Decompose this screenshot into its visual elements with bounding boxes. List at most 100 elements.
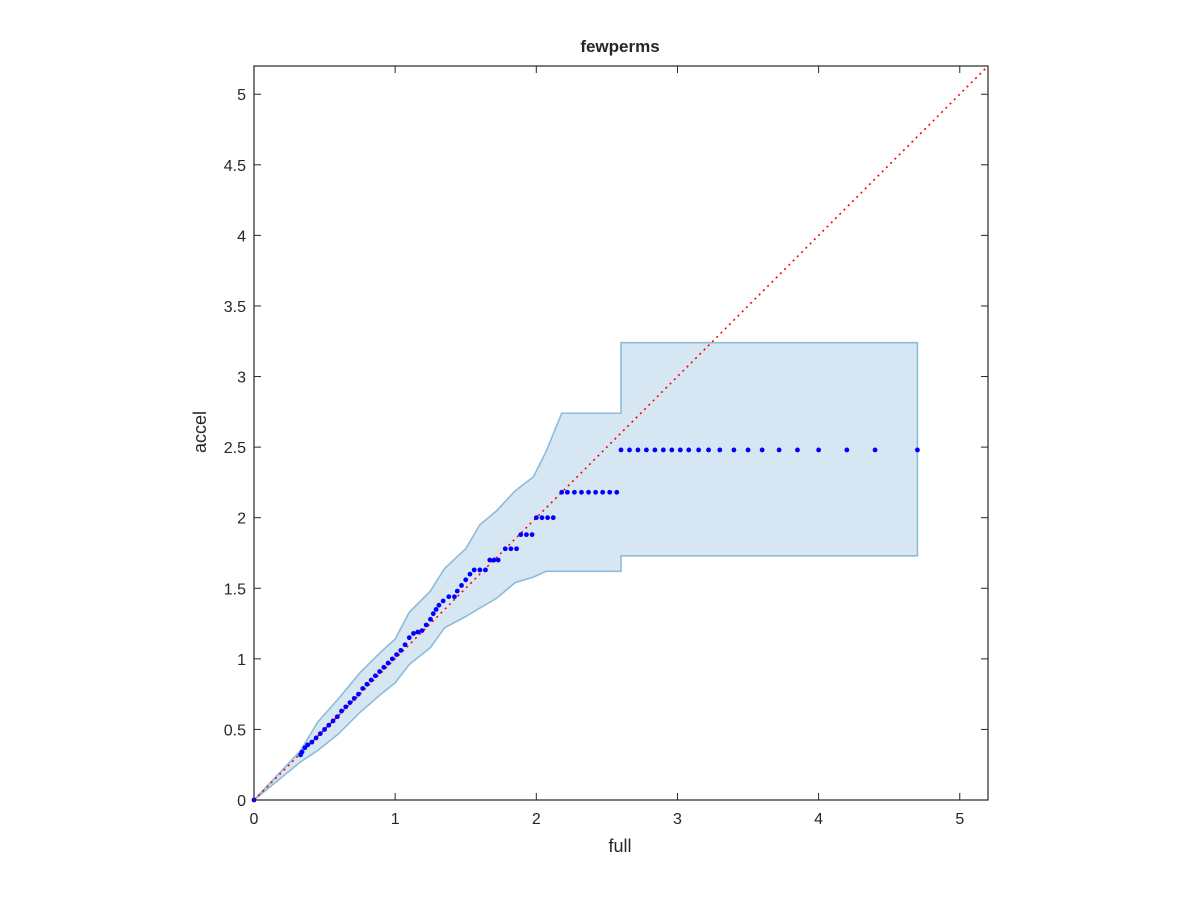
data-point [423,622,429,628]
data-points-layer [251,447,920,803]
data-point [586,489,591,495]
reference-line-layer [253,65,989,801]
data-point [452,594,457,600]
data-point [351,695,357,701]
y-tick-label: 4 [237,228,246,245]
data-point [322,727,327,732]
data-point [313,735,319,741]
y-axis-label: accel [190,411,210,453]
data-point [502,546,508,552]
data-point [706,447,711,453]
data-point [467,571,473,577]
data-point [377,669,383,674]
data-point [364,681,370,687]
data-point [491,557,497,563]
data-point [454,588,460,594]
axes [253,65,989,801]
data-point [446,594,452,600]
data-point [600,489,606,495]
chart-title: fewperms [580,37,659,56]
data-point [360,686,366,691]
x-tick-label: 4 [814,811,823,828]
data-point [731,447,737,453]
confidence-band [253,341,919,801]
data-point [372,673,378,679]
y-tick-label: 4.5 [224,158,246,175]
data-point [686,447,692,453]
data-point [564,489,570,495]
data-point [717,447,723,453]
data-point [415,629,421,635]
x-tick-label: 5 [955,811,964,828]
data-point [339,708,344,714]
data-point [305,742,311,748]
data-point [356,691,361,697]
data-point [844,447,850,453]
data-point [652,447,658,453]
data-point [593,489,598,495]
data-point [411,631,416,636]
data-point [368,677,374,683]
data-point [872,447,878,453]
data-point [550,515,556,521]
data-point [669,447,675,453]
data-point [759,447,765,453]
data-point [428,616,433,622]
data-point [514,546,519,552]
data-point [572,489,577,495]
data-point [436,602,442,608]
y-tick-label: 3 [237,370,246,387]
data-point [389,656,395,662]
data-point [539,515,545,521]
data-point [559,489,565,495]
x-axis-ticks: 0 1 2 3 4 5 [250,66,964,828]
data-point [402,642,408,648]
y-tick-label: 1 [237,652,246,669]
data-point [607,489,613,495]
x-tick-label: 2 [532,811,541,828]
data-point [459,583,464,588]
data-point [795,447,800,453]
data-point [419,628,425,634]
x-axis-label: full [608,836,631,856]
x-tick-label: 1 [391,811,400,828]
data-point [334,714,340,720]
data-point [545,515,550,521]
data-point [508,546,514,552]
data-point [745,447,751,453]
data-point [614,489,620,495]
data-point [471,567,477,573]
data-point [816,447,822,453]
axes-box [253,65,989,801]
data-point [524,532,529,538]
y-tick-label: 0 [237,793,246,810]
data-point [343,704,349,710]
y-tick-label: 2.5 [224,440,246,457]
y-axis-ticks: 0 0.5 1 1.5 2 2.5 3 3.5 4 4.5 5 [224,87,988,810]
confidence-band-layer [253,341,919,801]
data-point [398,647,404,653]
data-point [518,532,524,538]
y-tick-label: 1.5 [224,581,246,598]
data-point [406,635,412,641]
data-point [627,447,632,453]
data-point [385,660,391,666]
data-point [394,652,399,658]
data-point [483,567,488,573]
y-tick-label: 3.5 [224,299,246,316]
data-point [677,447,683,453]
data-point [347,700,353,706]
data-point [381,664,387,670]
data-point [495,557,501,563]
data-point [635,447,641,453]
x-tick-label: 3 [673,811,682,828]
data-point [430,611,436,617]
y-tick-label: 5 [237,87,246,104]
data-point [330,718,336,724]
data-point [776,447,782,453]
data-point [299,749,305,755]
data-point [477,567,483,573]
data-point [618,447,624,453]
data-point [487,557,493,563]
